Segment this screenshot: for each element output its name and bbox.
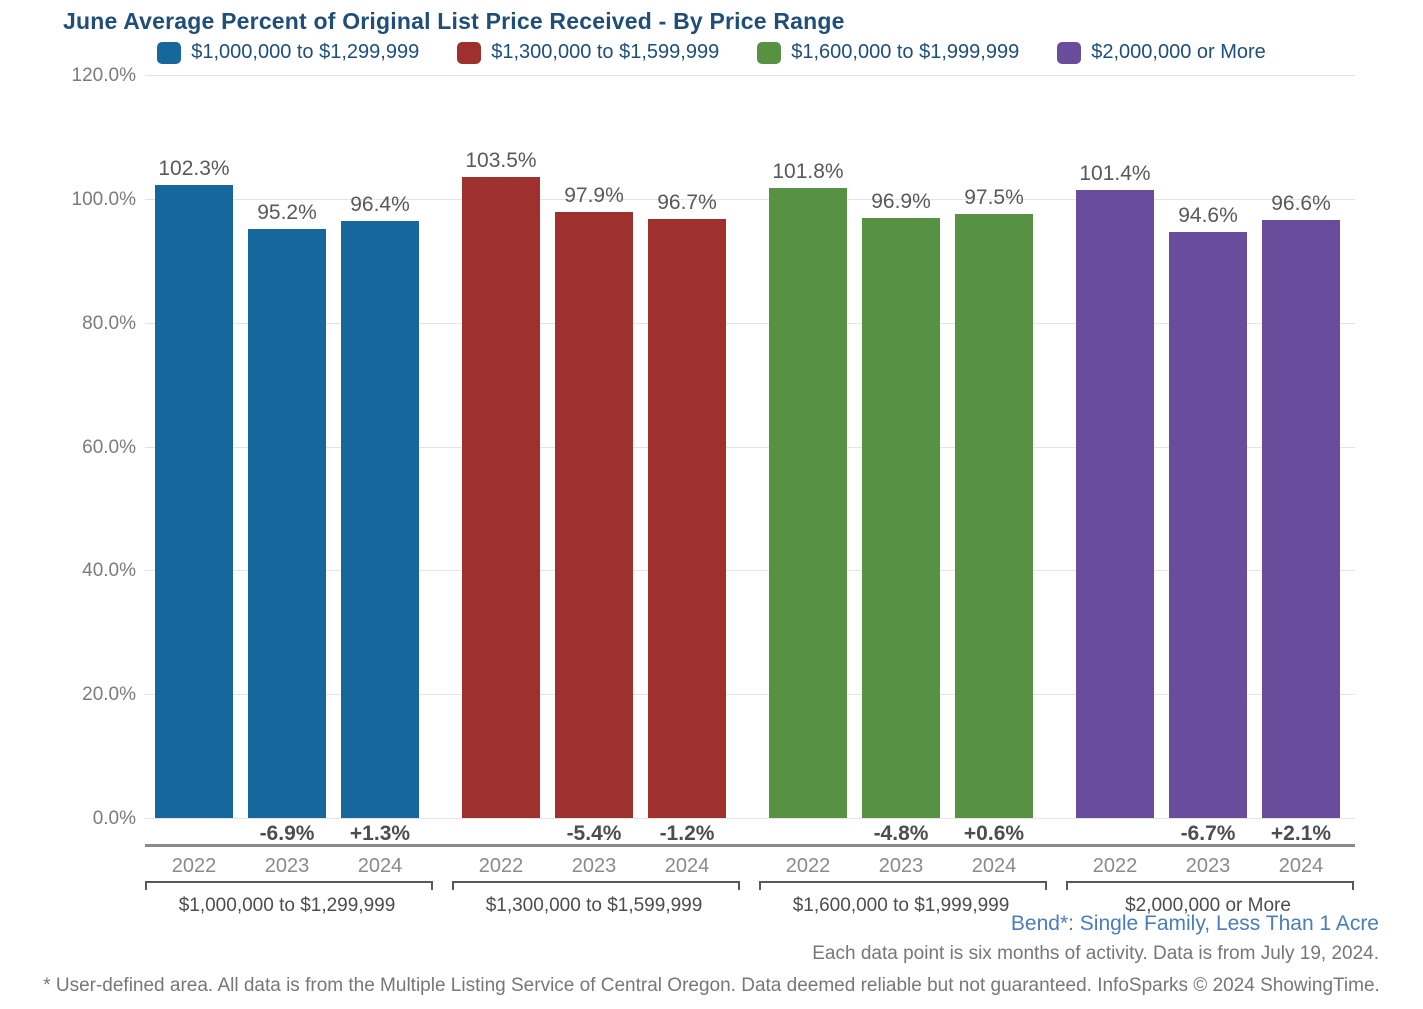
- year-tick-label: 2022: [171, 855, 217, 877]
- group-label: $1,600,000 to $1,999,999: [792, 895, 1010, 916]
- gridline-60: [145, 446, 1355, 448]
- plot-area: 0.0% 20.0% 40.0% 60.0% 80.0% 100.0% 120.0% 102.…: [72, 65, 1355, 829]
- gridline-100: [145, 198, 1355, 200]
- area-label: Bend*: Single Family, Less Than 1 Acre: [1010, 912, 1379, 935]
- bar-value-label: 96.4%: [350, 193, 410, 217]
- bar-value-label: 95.2%: [257, 200, 317, 224]
- year-tick-label: 2024: [664, 855, 710, 877]
- y-axis-tick-label: 20.0%: [82, 684, 136, 706]
- change-label-2023-group0: -6.9%: [259, 822, 315, 845]
- bar-value-label: 96.7%: [657, 191, 717, 215]
- bar-2024-group0[interactable]: [341, 221, 419, 818]
- group-label: $2,000,000 or More: [1125, 895, 1291, 916]
- change-label-2024-group2: +0.6%: [963, 822, 1025, 845]
- bar-value-label: 101.4%: [1079, 162, 1151, 186]
- legend-swatch-icon: [757, 41, 782, 64]
- legend-item-3[interactable]: $2,000,000 or More: [1057, 41, 1266, 64]
- chart-title: June Average Percent of Original List Pr…: [63, 8, 845, 34]
- legend-item-label: $2,000,000 or More: [1091, 41, 1266, 63]
- group-bracket: [145, 881, 433, 890]
- year-tick-label: 2022: [478, 855, 524, 877]
- change-label-2023-group2: -4.8%: [873, 822, 929, 845]
- legend: $1,000,000 to $1,299,999 $1,300,000 to $1…: [0, 41, 1423, 64]
- axis-divider-line: [145, 844, 1355, 847]
- legend-swatch-icon: [157, 41, 182, 64]
- disclaimer: * User-defined area. All data is from th…: [43, 975, 1380, 996]
- year-tick-label: 2024: [971, 855, 1017, 877]
- group-bracket: [452, 881, 740, 890]
- bar-2022-group3[interactable]: [1076, 190, 1154, 818]
- legend-swatch-icon: [1057, 41, 1082, 64]
- bar-value-label: 96.6%: [1271, 191, 1331, 215]
- bar-value-label: 103.5%: [465, 149, 537, 173]
- legend-swatch-icon: [457, 41, 482, 64]
- gridline-20: [145, 694, 1355, 696]
- group-label: $1,300,000 to $1,599,999: [485, 895, 703, 916]
- change-label-2024-group0: +1.3%: [349, 822, 411, 845]
- change-label-2023-group3: -6.7%: [1180, 822, 1236, 845]
- bar-2022-group2[interactable]: [769, 187, 847, 818]
- bar-2023-group1[interactable]: [555, 211, 633, 818]
- bar-2022-group1[interactable]: [462, 177, 540, 818]
- gridline-80: [145, 322, 1355, 324]
- legend-item-0[interactable]: $1,000,000 to $1,299,999: [157, 41, 419, 64]
- y-axis-tick-label: 120.0%: [71, 65, 136, 86]
- y-axis-tick-label: 0.0%: [92, 808, 136, 829]
- year-tick-label: 2023: [878, 855, 924, 877]
- change-label-2024-group3: +2.1%: [1270, 822, 1332, 845]
- bar-2023-group0[interactable]: [248, 228, 326, 818]
- y-axis-tick-label: 60.0%: [82, 436, 136, 458]
- legend-item-2[interactable]: $1,600,000 to $1,999,999: [757, 41, 1019, 64]
- year-tick-label: 2024: [357, 855, 403, 877]
- legend-item-1[interactable]: $1,300,000 to $1,599,999: [457, 41, 719, 64]
- bar-value-label: 97.5%: [964, 186, 1024, 210]
- change-label-2024-group1: -1.2%: [659, 822, 715, 845]
- bar-2024-group3[interactable]: [1262, 219, 1340, 818]
- year-tick-label: 2023: [1185, 855, 1231, 877]
- group-bracket: [759, 881, 1047, 890]
- gridline-40: [145, 570, 1355, 572]
- bar-2024-group1[interactable]: [648, 219, 726, 818]
- gridline-0: [145, 818, 1355, 819]
- legend-item-label: $1,600,000 to $1,999,999: [791, 41, 1020, 63]
- y-axis-tick-label: 40.0%: [82, 560, 136, 582]
- year-tick-label: 2024: [1278, 855, 1324, 877]
- bar-value-label: 101.8%: [772, 159, 844, 183]
- year-tick-label: 2022: [1092, 855, 1138, 877]
- data-note: Each data point is six months of activit…: [812, 943, 1379, 964]
- year-tick-label: 2023: [264, 855, 310, 877]
- bar-value-label: 96.9%: [871, 190, 931, 214]
- x-axis: -6.9% +1.3% 2022 2023 2024 $1,000,000 to $1,2…: [145, 818, 1355, 928]
- year-tick-label: 2022: [785, 855, 831, 877]
- legend-item-label: $1,000,000 to $1,299,999: [191, 41, 420, 63]
- y-axis-tick-label: 80.0%: [82, 312, 136, 334]
- y-axis-tick-label: 100.0%: [71, 188, 136, 210]
- bar-2024-group2[interactable]: [955, 214, 1033, 818]
- year-tick-label: 2023: [571, 855, 617, 877]
- bar-value-label: 102.3%: [158, 156, 230, 180]
- bar-value-label: 94.6%: [1178, 204, 1238, 228]
- group-label: $1,000,000 to $1,299,999: [178, 895, 396, 916]
- bar-2023-group3[interactable]: [1169, 232, 1247, 818]
- gridline-120: [145, 75, 1355, 76]
- group-bracket: [1066, 881, 1354, 890]
- legend-item-label: $1,300,000 to $1,599,999: [491, 41, 720, 63]
- bar-value-label: 97.9%: [564, 183, 624, 207]
- change-label-2023-group1: -5.4%: [566, 822, 622, 845]
- bar-2022-group0[interactable]: [155, 184, 233, 818]
- bar-2023-group2[interactable]: [862, 218, 940, 818]
